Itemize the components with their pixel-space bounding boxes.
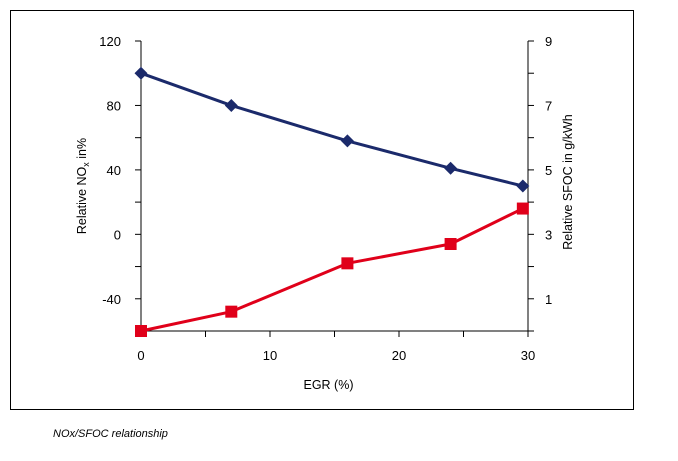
y-axis-label-right: Relative SFOC in g/kWh [561,114,575,250]
y-left-tick-label: 0 [114,227,121,242]
y-right-tick-label: 5 [545,163,552,178]
series-point-diamond [134,66,148,80]
y-left-label-sub: x [81,162,91,167]
x-axis-label: EGR (%) [304,378,354,392]
y-right-tick-label: 3 [545,227,552,242]
x-tick-label: 10 [263,348,277,363]
x-tick-label: 20 [392,348,406,363]
series-point-square [516,202,529,215]
y-left-tick-label: -40 [102,292,121,307]
series-point-diamond [340,134,354,148]
y-right-tick-label: 1 [545,292,552,307]
series-point-diamond [224,98,238,112]
y-left-tick-label: 80 [107,98,121,113]
y-axis-label-left: Relative NOx in% [75,138,91,234]
y-left-label-main: Relative NO [75,166,89,234]
y-left-tick-label: 40 [107,163,121,178]
series-point-diamond [516,179,530,193]
figure-caption: NOx/SFOC relationship [53,428,168,440]
series-line-1 [140,207,524,333]
series-point-square [135,325,147,337]
y-left-tick-label: 120 [99,34,121,49]
series-point-square [341,257,354,270]
y-left-label-tail: in% [75,138,89,162]
series-point-diamond [444,161,458,175]
chart-frame [10,10,634,410]
series-line-0 [140,71,524,188]
y-right-tick-label: 7 [545,98,552,113]
x-tick-label: 30 [521,348,535,363]
series-point-square [444,238,457,250]
y-right-tick-label: 9 [545,34,552,49]
x-tick-label: 0 [137,348,144,363]
series-point-square [225,305,238,318]
